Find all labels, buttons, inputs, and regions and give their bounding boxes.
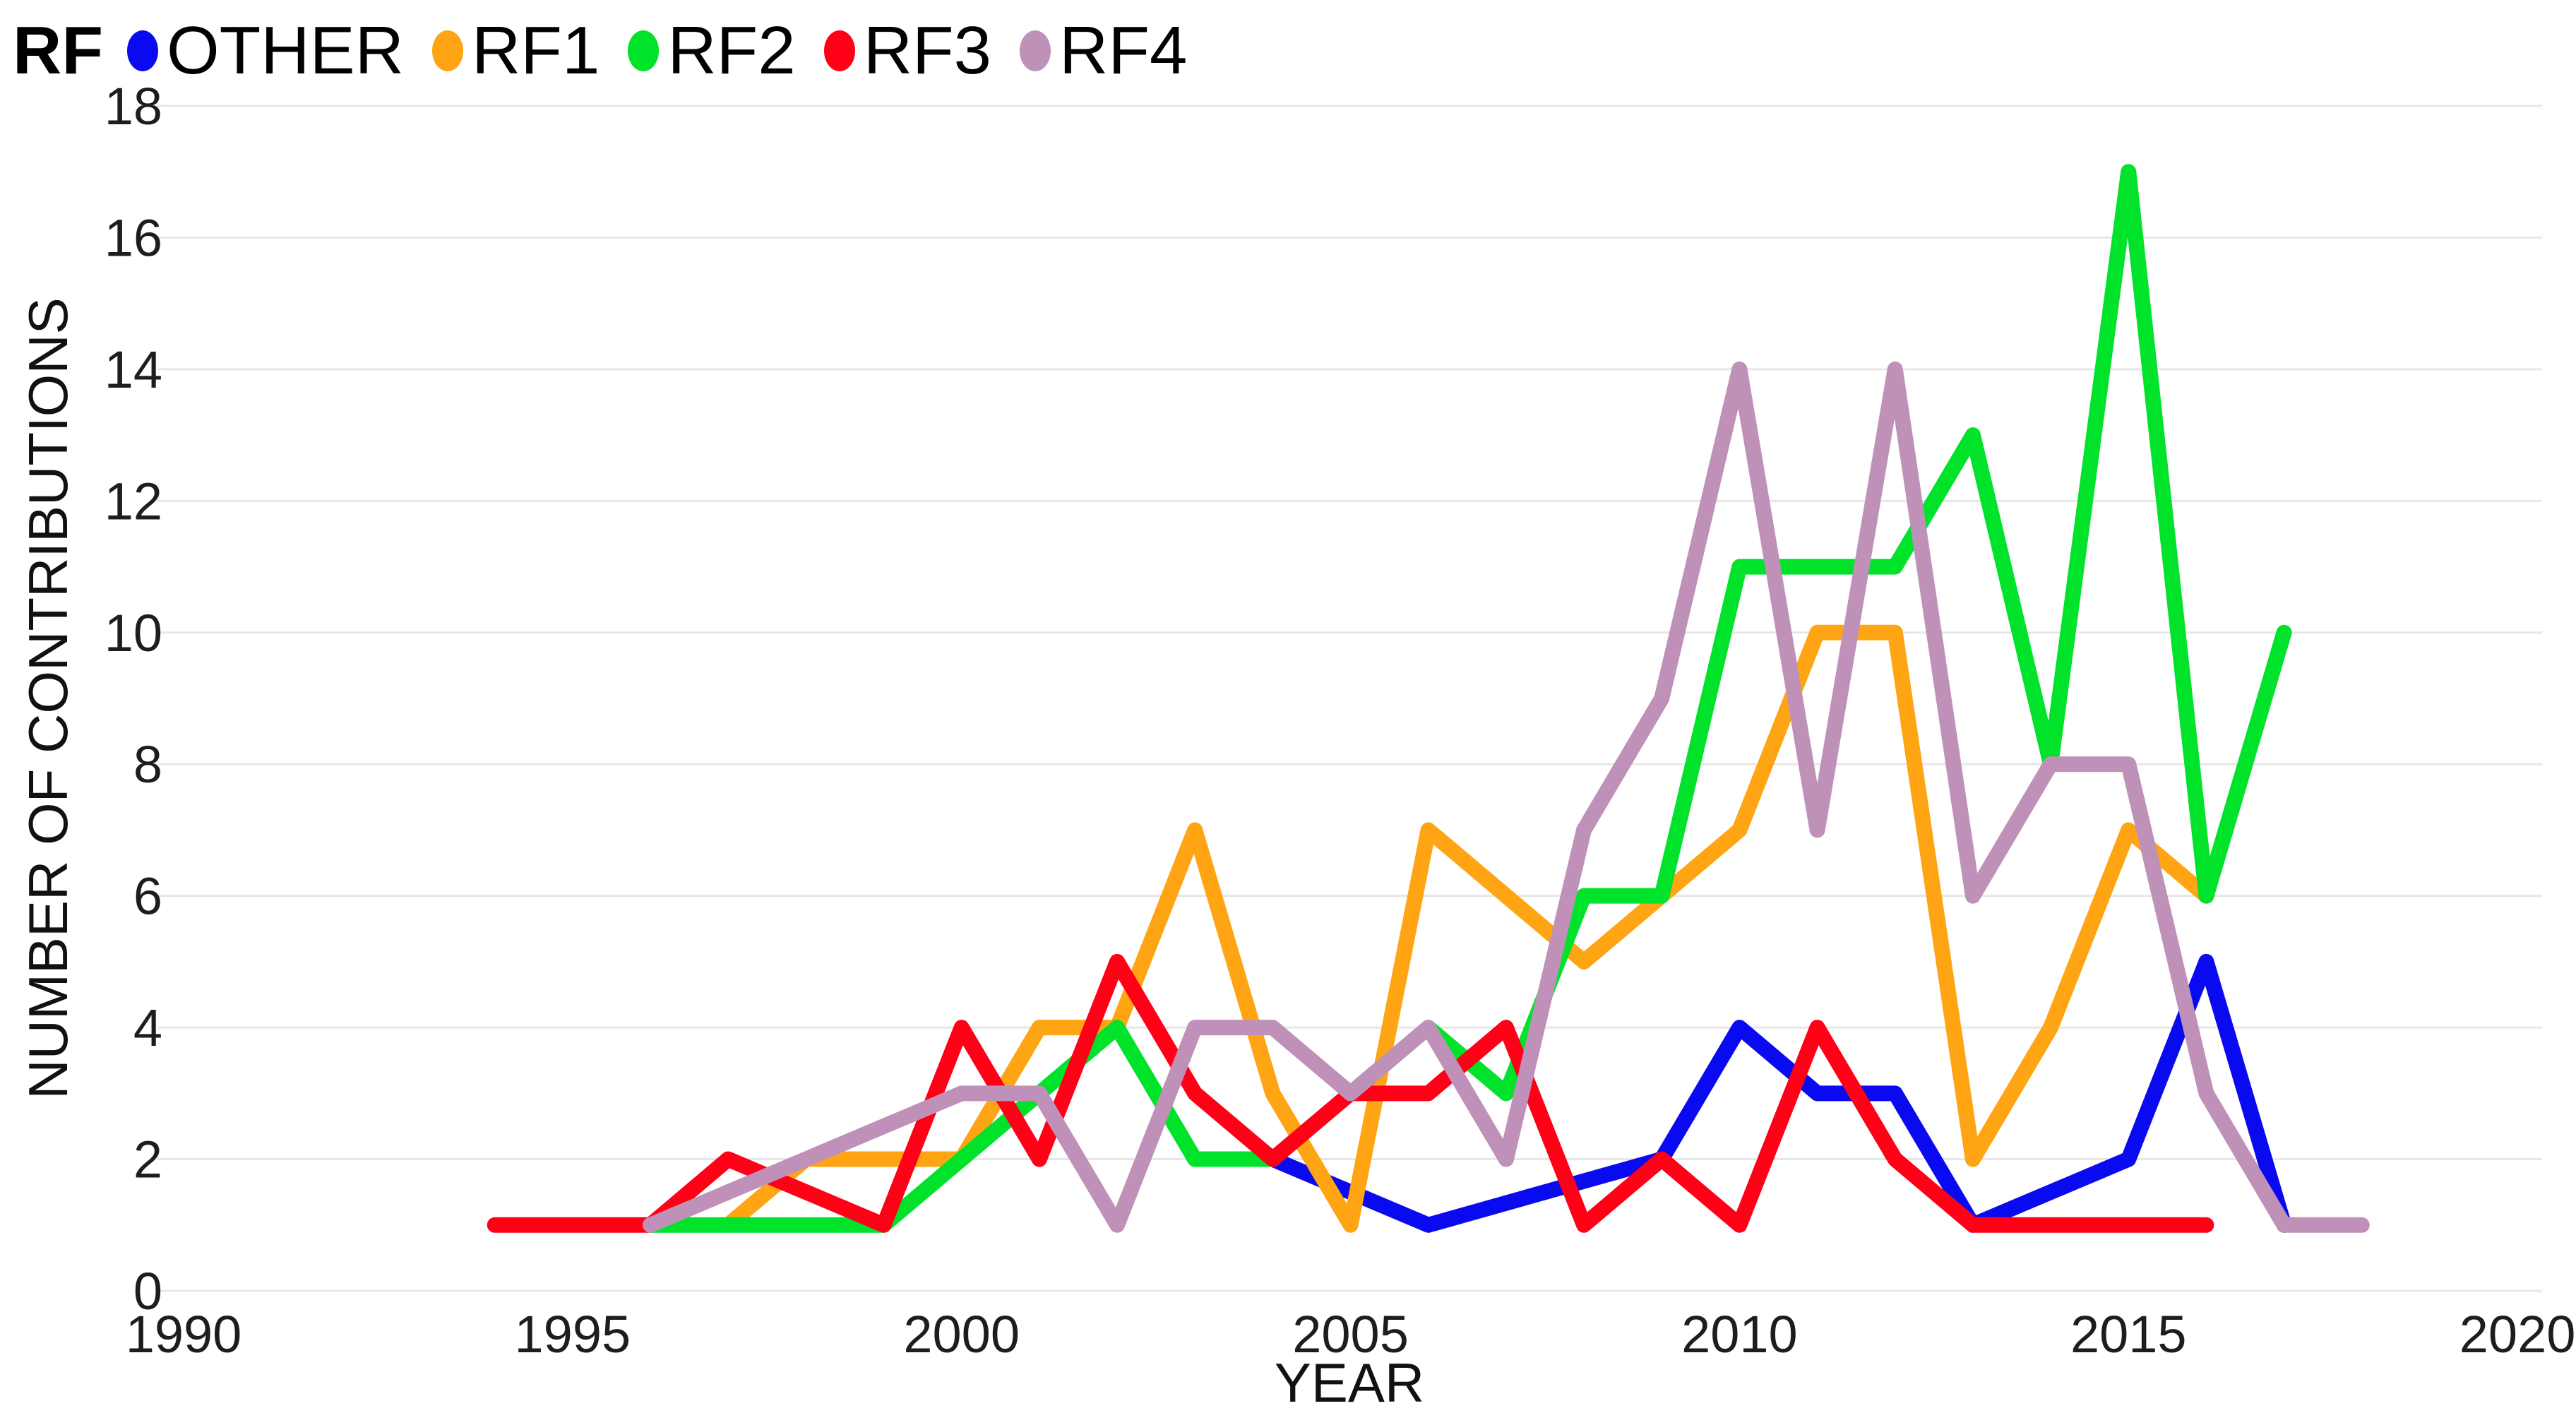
- y-tick-label: 18: [105, 77, 162, 136]
- y-tick-label: 0: [133, 1262, 162, 1320]
- legend-item: RF2: [628, 13, 796, 88]
- series-line-RF3: [487, 953, 2214, 1233]
- x-axis-title: YEAR: [1275, 1352, 1424, 1413]
- legend-item-label: RF1: [471, 13, 600, 88]
- x-tick-label: 2015: [2070, 1305, 2187, 1364]
- y-tick-label: 8: [133, 735, 162, 794]
- y-axis-tick-labels: 0 2 4 6 8 10 12 14 16 18: [105, 77, 162, 1320]
- legend-dot-icon: [823, 30, 855, 71]
- legend-dot-icon: [628, 30, 660, 71]
- legend-item-label: RF3: [863, 13, 992, 88]
- x-axis-tick-labels: 1990 1995 2000 2005 2010 2015 2020: [126, 1305, 2576, 1364]
- legend: RF OTHER RF1 RF2 RF3 RF4: [13, 8, 1187, 93]
- y-tick-label: 14: [105, 340, 162, 399]
- y-axis-title: NUMBER OF CONTRIBUTIONS: [17, 297, 79, 1099]
- legend-item: RF3: [823, 13, 992, 88]
- x-tick-label: 2020: [2459, 1305, 2576, 1364]
- x-tick-label: 1990: [126, 1305, 242, 1364]
- y-tick-label: 12: [105, 472, 162, 530]
- legend-items: OTHER RF1 RF2 RF3 RF4: [126, 13, 1187, 88]
- legend-item: RF1: [431, 13, 600, 88]
- legend-item: RF4: [1020, 17, 1187, 85]
- y-tick-label: 16: [105, 208, 162, 267]
- series-lines: [487, 164, 2370, 1233]
- legend-dot-icon: [431, 30, 463, 71]
- legend-dot-icon: [1020, 30, 1051, 71]
- legend-title: RF: [13, 13, 103, 88]
- legend-item: OTHER: [126, 13, 404, 88]
- y-tick-label: 6: [133, 867, 162, 926]
- series-line-RF4: [643, 361, 2370, 1233]
- x-tick-label: 2005: [1292, 1305, 1409, 1364]
- legend-item-label: OTHER: [166, 13, 404, 88]
- y-tick-label: 2: [133, 1131, 162, 1189]
- legend-dot-icon: [126, 30, 158, 71]
- x-tick-label: 2000: [903, 1305, 1020, 1364]
- series-line-RF1: [720, 624, 2214, 1233]
- y-tick-label: 4: [133, 998, 162, 1057]
- x-tick-label: 2010: [1681, 1305, 1798, 1364]
- legend-item-label: RF2: [667, 13, 796, 88]
- y-tick-label: 10: [105, 604, 162, 662]
- x-tick-label: 1995: [515, 1305, 631, 1364]
- legend-item-label: RF4: [1059, 13, 1188, 88]
